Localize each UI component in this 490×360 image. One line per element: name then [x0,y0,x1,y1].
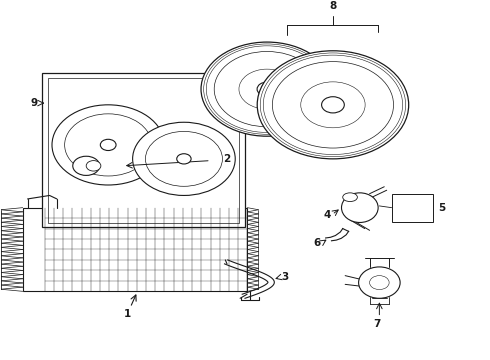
Ellipse shape [133,122,235,195]
Ellipse shape [73,156,99,175]
Text: 1: 1 [124,310,131,319]
Ellipse shape [257,82,277,96]
Ellipse shape [359,267,400,298]
Ellipse shape [257,51,409,159]
Text: 6: 6 [314,238,321,248]
Text: 4: 4 [323,210,331,220]
Ellipse shape [343,193,357,202]
Ellipse shape [321,97,344,113]
Text: 9: 9 [30,98,37,108]
Text: 8: 8 [329,1,336,11]
Ellipse shape [100,139,116,150]
Polygon shape [42,73,245,227]
Text: 3: 3 [282,273,289,282]
Ellipse shape [52,105,164,185]
Text: 5: 5 [438,203,445,213]
Ellipse shape [177,154,191,164]
Ellipse shape [86,161,101,171]
Ellipse shape [201,42,333,136]
Ellipse shape [342,193,378,222]
Text: 7: 7 [373,319,381,329]
Text: 2: 2 [223,154,230,164]
Bar [392,194,433,222]
